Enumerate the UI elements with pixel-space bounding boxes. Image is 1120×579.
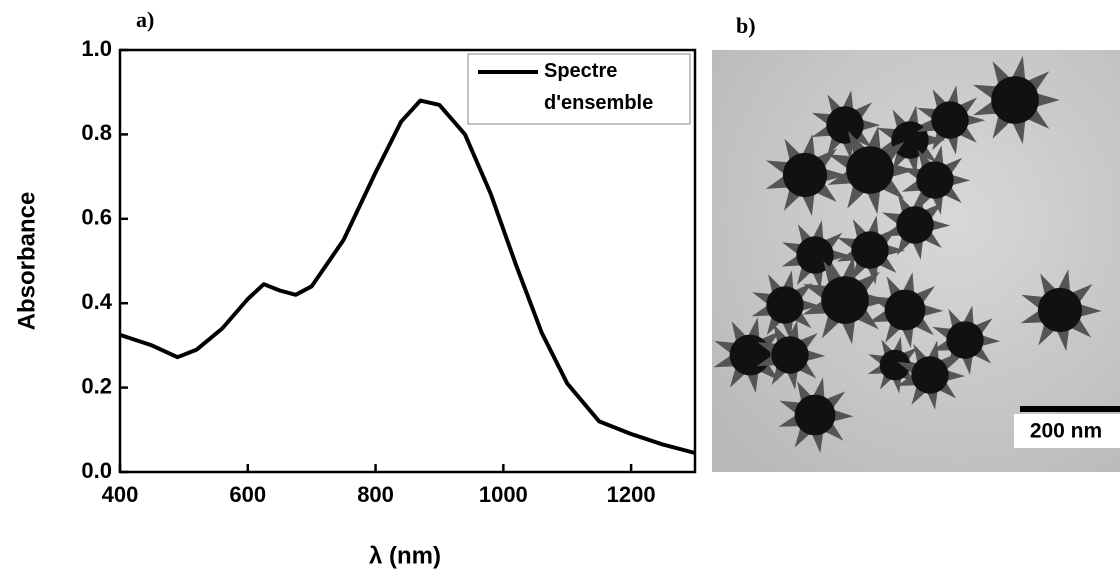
particle-core bbox=[991, 76, 1039, 124]
particle-core bbox=[946, 321, 984, 359]
panel-label: b) bbox=[736, 13, 756, 38]
particle-core bbox=[879, 349, 911, 381]
scale-label-bg bbox=[1014, 414, 1120, 448]
x-tick-label: 400 bbox=[102, 482, 139, 507]
x-tick-label: 600 bbox=[229, 482, 266, 507]
y-tick-label: 0.0 bbox=[81, 458, 112, 483]
particle-core bbox=[826, 106, 864, 144]
y-tick-label: 0.4 bbox=[81, 289, 112, 314]
scale-label: 200 nm bbox=[1030, 420, 1102, 443]
particle-core bbox=[729, 334, 771, 376]
x-tick-label: 800 bbox=[357, 482, 394, 507]
particles bbox=[713, 55, 1102, 453]
panel-label: a) bbox=[136, 7, 154, 32]
particle-core bbox=[821, 276, 869, 324]
particle-core bbox=[911, 356, 949, 394]
particle-core bbox=[896, 206, 934, 244]
legend-label: Spectre d'ensemble bbox=[544, 60, 653, 114]
y-tick-label: 0.2 bbox=[81, 373, 112, 398]
particle-core bbox=[1037, 287, 1083, 333]
particle-core bbox=[782, 152, 828, 198]
particle-core bbox=[884, 289, 926, 331]
line-series bbox=[119, 98, 696, 455]
particle-core bbox=[771, 336, 809, 374]
particle-core bbox=[766, 286, 804, 324]
x-tick-label: 1200 bbox=[607, 482, 656, 507]
x-tick-label: 1000 bbox=[479, 482, 528, 507]
particle-core bbox=[851, 231, 889, 269]
y-tick-label: 1.0 bbox=[81, 36, 112, 61]
particle-core bbox=[916, 161, 954, 199]
particle-core bbox=[931, 101, 969, 139]
particle-core bbox=[794, 394, 836, 436]
y-axis-label: Absorbance bbox=[13, 192, 40, 331]
legend-box bbox=[467, 53, 691, 125]
particle-core bbox=[846, 146, 894, 194]
x-axis-label: λ (nm) bbox=[369, 542, 441, 569]
y-tick-label: 0.8 bbox=[81, 120, 112, 145]
plot-frame bbox=[118, 48, 697, 474]
y-tick-label: 0.6 bbox=[81, 205, 112, 230]
particle-core bbox=[891, 121, 929, 159]
